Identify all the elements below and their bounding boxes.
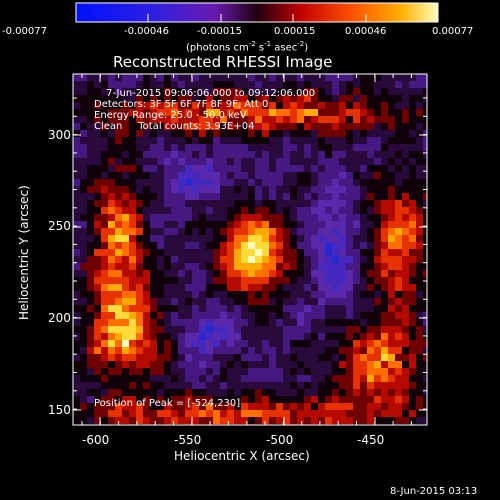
colorbar-tick-label: 0.00046 xyxy=(345,26,387,37)
x-tick-label: -600 xyxy=(82,433,110,447)
y-axis-label: Heliocentric Y (arcsec) xyxy=(17,185,31,320)
time-range-label: 7-Jun-2015 09:06:06.000 to 09:12:06.000 xyxy=(106,88,316,99)
colorbar-gradient xyxy=(75,2,439,23)
axis-ticks xyxy=(73,74,427,425)
colorbar-tick-label: 0.00015 xyxy=(274,26,316,37)
x-tick-label: -550 xyxy=(174,433,202,447)
x-axis-label: Heliocentric X (arcsec) xyxy=(174,449,310,463)
plot-title: Reconstructed RHESSI Image xyxy=(113,53,333,71)
energy-range-label: Energy Range: 25.0 - 50.0 keV xyxy=(94,110,247,121)
colorbar xyxy=(75,2,439,23)
y-tick-label: 200 xyxy=(48,311,71,325)
y-tick-label: 250 xyxy=(48,219,71,233)
detectors-label: Detectors: 3F 5F 6F 7F 8F 9F, Att 0 xyxy=(94,99,269,110)
y-tick-label: 300 xyxy=(48,128,71,142)
colorbar-tick-label: -0.00046 xyxy=(124,26,169,37)
colorbar-ticks xyxy=(75,14,439,22)
clean-counts-label: Clean Total counts: 3.93E+04 xyxy=(94,121,255,132)
x-tick-label: -500 xyxy=(266,433,294,447)
footer-date: 8-Jun-2015 03:13 xyxy=(390,486,478,497)
colorbar-tick-label: -0.00077 xyxy=(2,26,47,37)
colorbar-tick-label: -0.00015 xyxy=(197,26,242,37)
colorbar-tick-label: 0.00077 xyxy=(432,26,474,37)
peak-position-label: Position of Peak = [-524,230] xyxy=(94,398,241,409)
x-tick-label: -450 xyxy=(357,433,385,447)
rhessi-image xyxy=(73,74,427,425)
y-tick-label: 150 xyxy=(48,403,71,417)
colorbar-units: (photons cm-2 s-1 asec-2) xyxy=(186,40,309,54)
image-frame xyxy=(72,73,428,426)
